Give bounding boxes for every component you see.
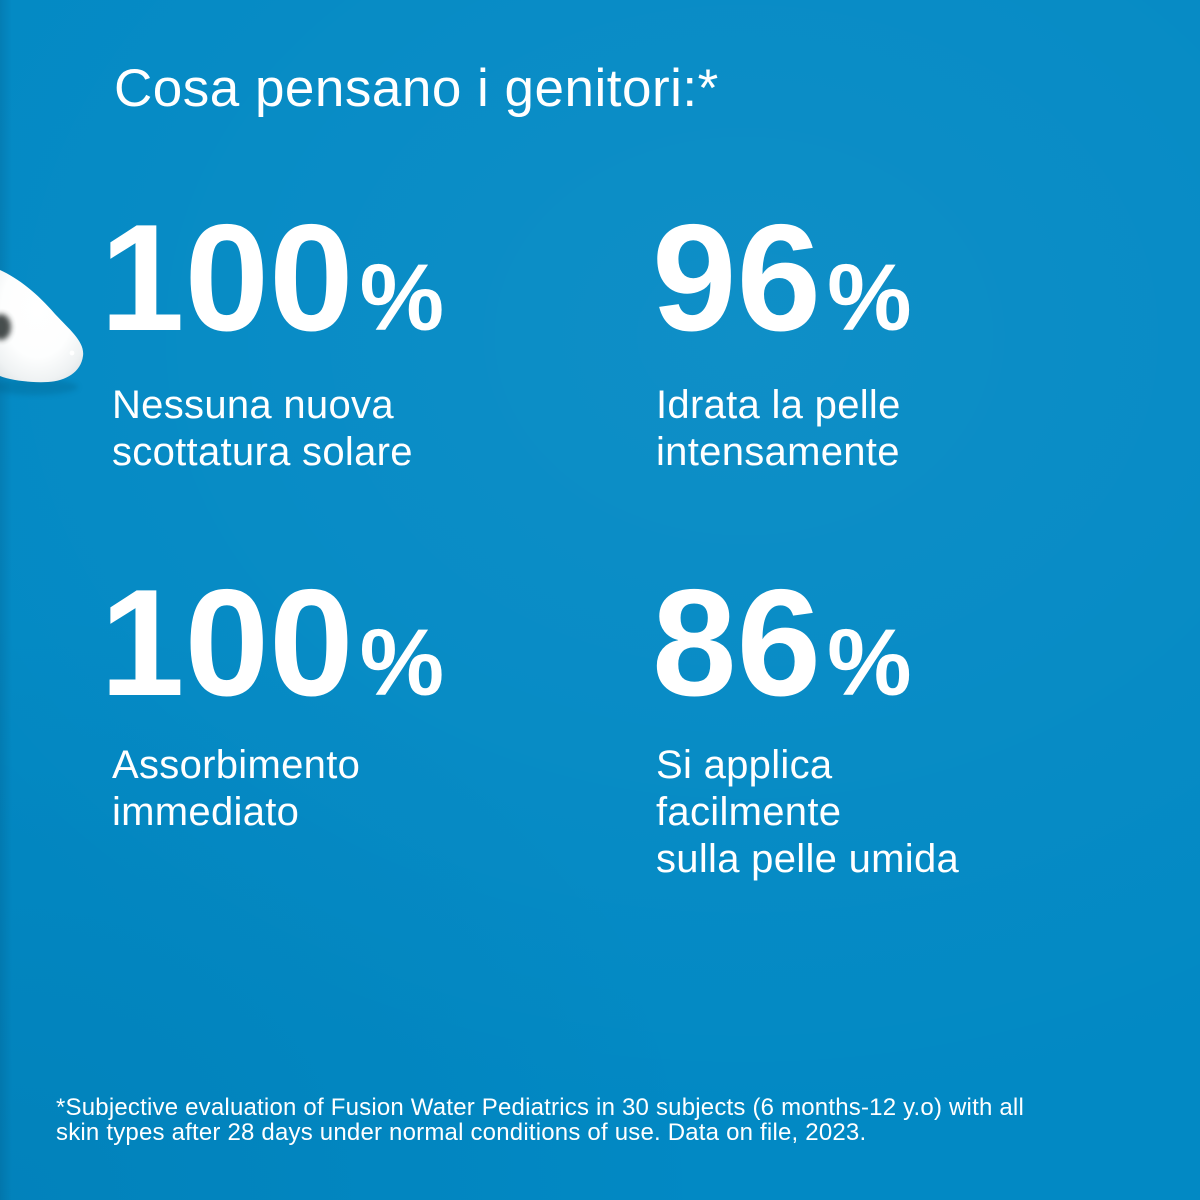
cream-highlight: [69, 350, 75, 356]
footnote: *Subjective evaluation of Fusion Water P…: [56, 1094, 1024, 1146]
stat-number: 96: [652, 193, 822, 363]
stat-caption-row2-right: Si applica facilmente sulla pelle umida: [656, 743, 960, 881]
stat-number: 100: [100, 193, 354, 363]
percent-sign: %: [359, 610, 445, 716]
percent-sign: %: [827, 610, 912, 716]
stat-value-row1-right: 96%: [652, 202, 912, 354]
stat-caption-row2-left: Assorbimento immediato: [112, 743, 361, 834]
percent-sign: %: [827, 245, 912, 351]
percent-sign: %: [359, 245, 445, 351]
cream-swatch-image: [0, 270, 84, 395]
stat-caption-row1-right: Idrata la pelle intensamente: [656, 383, 901, 474]
cream-shadow: [0, 379, 78, 395]
stat-number: 100: [100, 558, 354, 728]
stat-number: 86: [652, 558, 822, 728]
stat-value-row2-left: 100%: [100, 567, 444, 719]
cream-blob: [0, 270, 84, 383]
stat-value-row2-right: 86%: [652, 567, 912, 719]
page-title: Cosa pensano i genitori:*: [114, 59, 719, 118]
stat-value-row1-left: 100%: [100, 202, 444, 354]
stat-caption-row1-left: Nessuna nuova scottatura solare: [112, 383, 413, 474]
cream-crevice-shadow: [0, 314, 11, 340]
